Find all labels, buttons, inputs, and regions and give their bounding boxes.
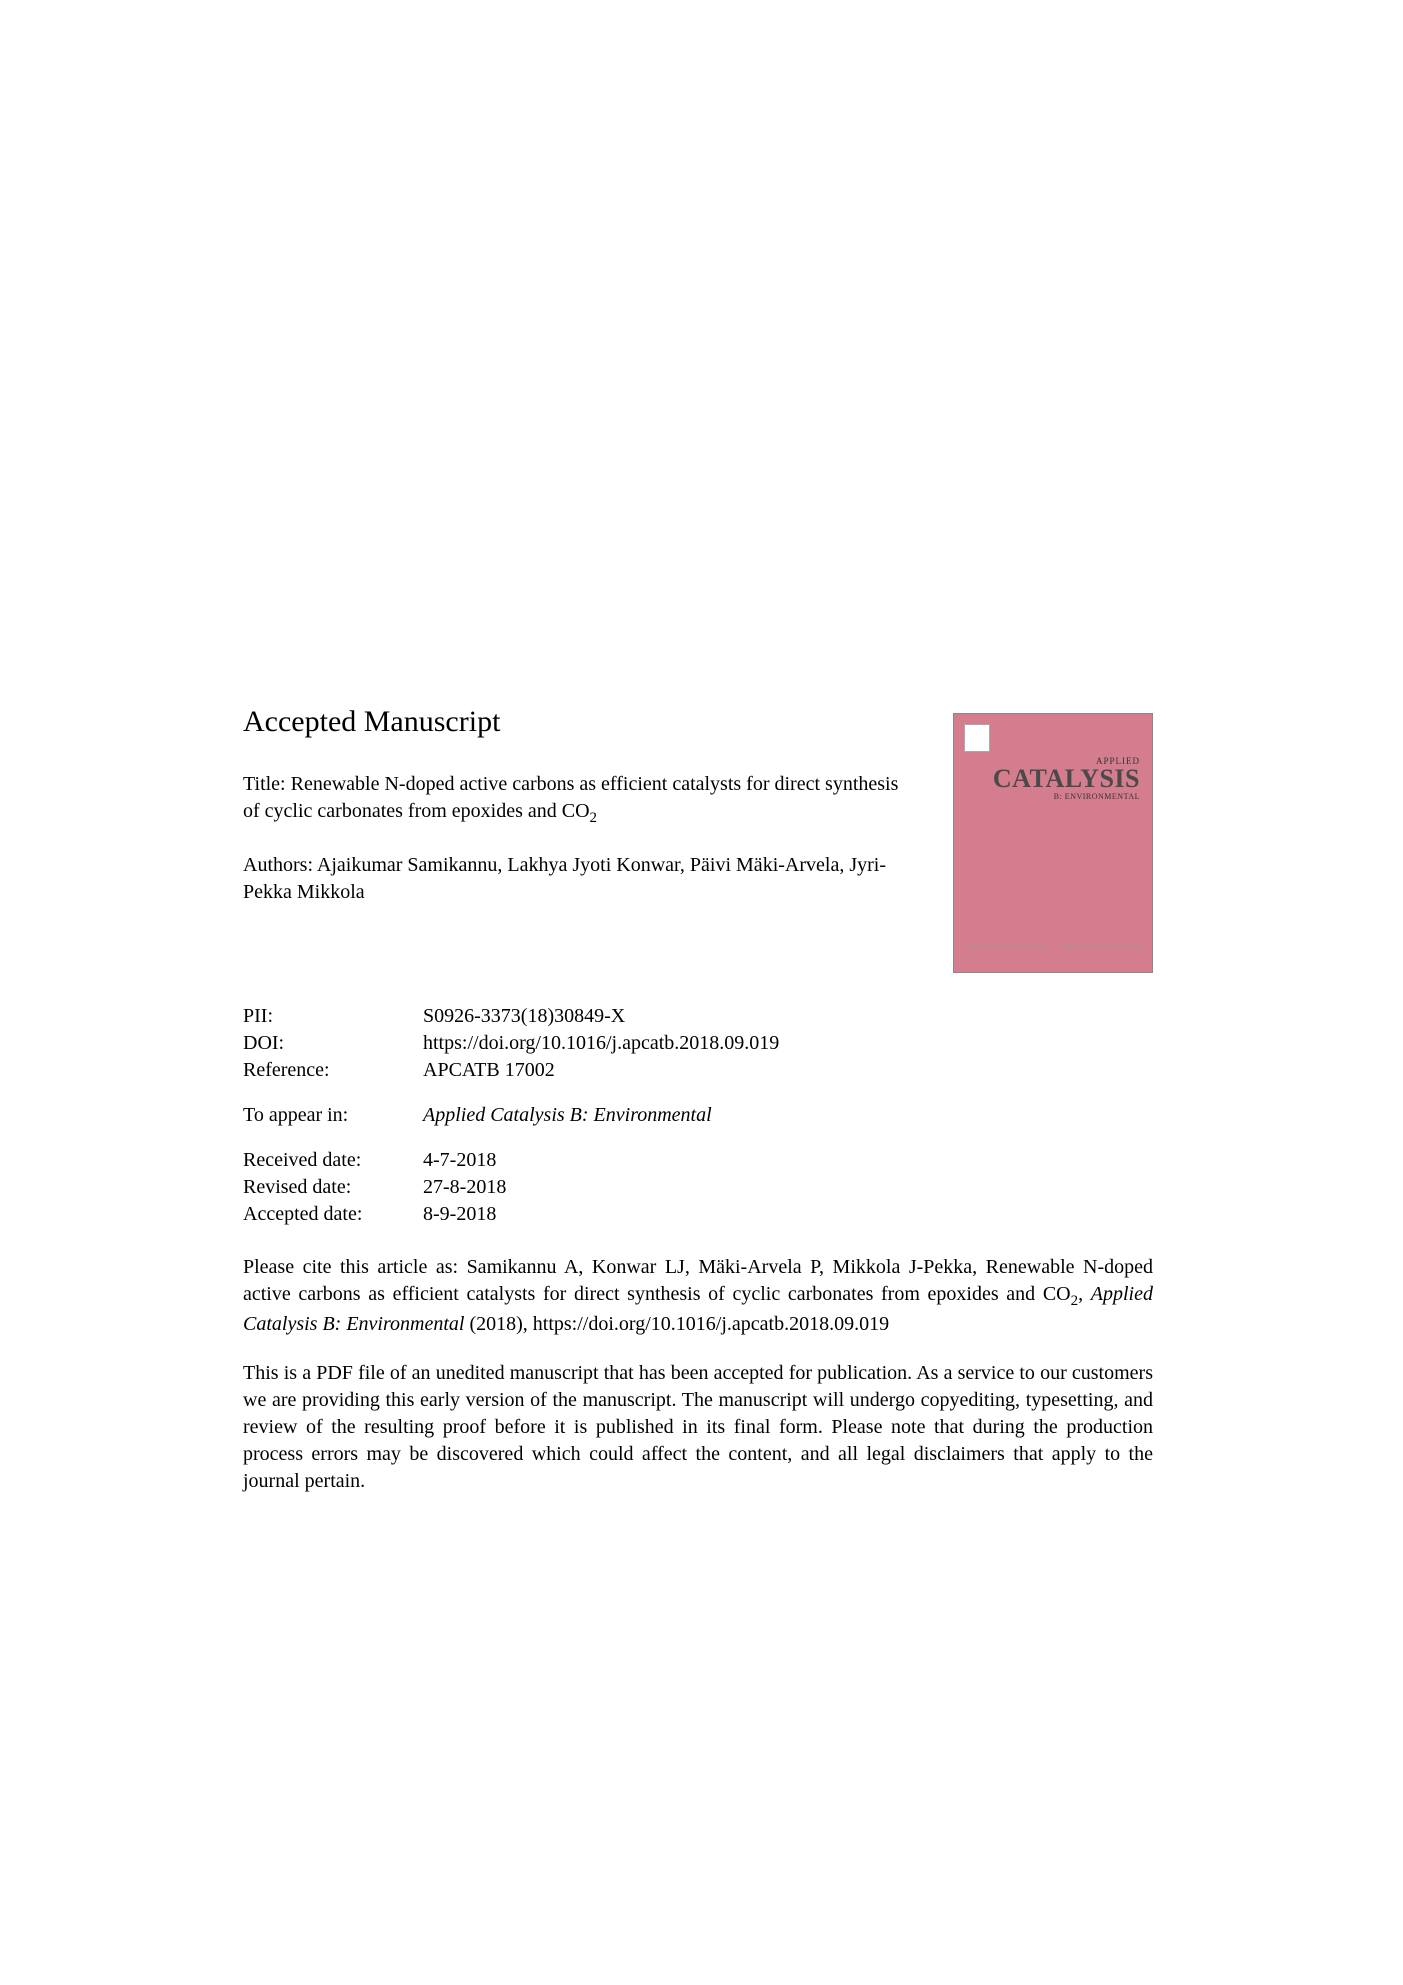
pii-value: S0926-3373(18)30849-X [423,1003,1153,1030]
reference-value: APCATB 17002 [423,1057,1153,1084]
citation-subscript: 2 [1071,1293,1079,1309]
revised-label: Revised date: [243,1174,423,1201]
disclaimer-paragraph: This is a PDF file of an unedited manusc… [243,1360,1153,1495]
authors-list: Ajaikumar Samikannu, Lakhya Jyoti Konwar… [243,854,886,903]
title-text: Renewable N-doped active carbons as effi… [243,773,898,822]
doi-label: DOI: [243,1030,423,1057]
title-prefix: Title: [243,773,291,795]
citation-pre: Please cite this article as: Samikannu A… [243,1256,1153,1305]
to-appear-row: To appear in: Applied Catalysis B: Envir… [243,1104,1153,1127]
accepted-row: Accepted date: 8-9-2018 [243,1201,1153,1228]
cover-divider-right [1060,947,1140,948]
authors-block: Authors: Ajaikumar Samikannu, Lakhya Jyo… [243,852,903,906]
citation-paragraph: Please cite this article as: Samikannu A… [243,1254,1153,1338]
cover-title-block: APPLIED CATALYSIS B: ENVIRONMENTAL [982,756,1140,801]
revised-row: Revised date: 27-8-2018 [243,1174,1153,1201]
metadata-table: PII: S0926-3373(18)30849-X DOI: https://… [243,1003,1153,1084]
title-subscript: 2 [590,810,598,826]
manuscript-content: Accepted Manuscript Title: Renewable N-d… [243,705,1153,1495]
dates-table: Received date: 4-7-2018 Revised date: 27… [243,1147,1153,1228]
accepted-label: Accepted date: [243,1201,423,1228]
doi-value: https://doi.org/10.1016/j.apcatb.2018.09… [423,1030,1153,1057]
received-label: Received date: [243,1147,423,1174]
journal-cover-thumbnail: APPLIED CATALYSIS B: ENVIRONMENTAL [953,713,1153,973]
revised-value: 27-8-2018 [423,1174,506,1201]
reference-row: Reference: APCATB 17002 [243,1057,1153,1084]
citation-post: (2018), https://doi.org/10.1016/j.apcatb… [464,1313,889,1335]
publisher-logo-icon [964,724,990,752]
to-appear-label: To appear in: [243,1104,423,1127]
page-heading: Accepted Manuscript [243,705,903,739]
cover-catalysis-text: CATALYSIS [982,766,1140,792]
title-block: Title: Renewable N-doped active carbons … [243,771,903,828]
header-row: Accepted Manuscript Title: Renewable N-d… [243,705,1153,973]
cover-divider-left [966,947,1046,948]
pii-label: PII: [243,1003,423,1030]
received-row: Received date: 4-7-2018 [243,1147,1153,1174]
doi-row: DOI: https://doi.org/10.1016/j.apcatb.20… [243,1030,1153,1057]
header-text-column: Accepted Manuscript Title: Renewable N-d… [243,705,903,906]
reference-label: Reference: [243,1057,423,1084]
accepted-value: 8-9-2018 [423,1201,496,1228]
authors-prefix: Authors: [243,854,317,876]
to-appear-value: Applied Catalysis B: Environmental [423,1104,712,1127]
pii-row: PII: S0926-3373(18)30849-X [243,1003,1153,1030]
cover-subtitle-text: B: ENVIRONMENTAL [982,792,1140,801]
received-value: 4-7-2018 [423,1147,496,1174]
citation-mid: , [1078,1283,1091,1305]
